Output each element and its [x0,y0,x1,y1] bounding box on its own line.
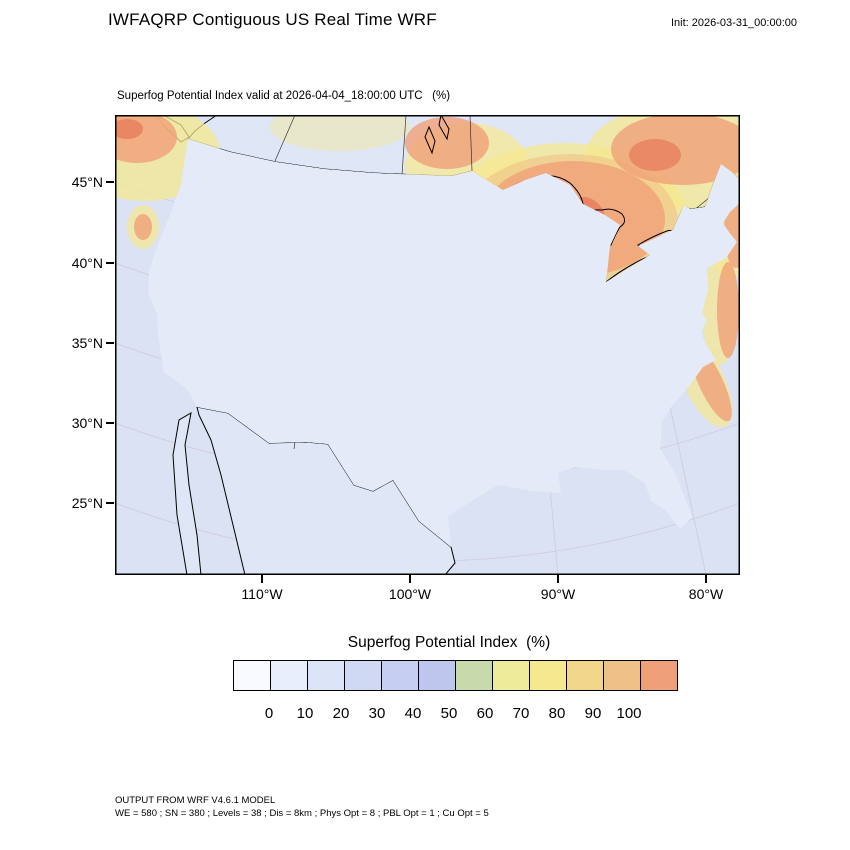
lat-label-30n: 30°N [71,415,103,431]
conus-map [70,103,769,576]
colorbar-swatch [271,661,308,690]
colorbar-tick-80: 80 [548,705,566,722]
colorbar-tick-10: 10 [296,705,314,722]
colorbar-tick-0: 0 [264,705,274,722]
lat-tick-40n [106,262,114,264]
colorbar-tick-60: 60 [476,705,494,722]
colorbar-swatch [493,661,530,690]
colorbar-swatch [641,661,677,690]
model-version-text: OUTPUT FROM WRF V4.6.1 MODEL [115,795,276,806]
lon-label-100w: 100°W [388,586,432,602]
colorbar-swatch [345,661,382,690]
colorbar-tick-20: 20 [332,705,350,722]
init-timestamp: Init: 2026-03-31_00:00:00 [671,17,797,29]
colorbar-tick-70: 70 [512,705,530,722]
lon-label-90w: 90°W [540,586,576,602]
valid-time-subtitle: Superfog Potential Index valid at 2026-0… [117,90,451,102]
lat-label-45n: 45°N [71,174,103,190]
colorbar-swatch [567,661,604,690]
province-boundaries [274,114,730,231]
lon-label-80w: 80°W [688,586,724,602]
colorbar-swatch [234,661,271,690]
colorbar-swatch [419,661,456,690]
spi-orange-atl-mid [717,262,739,358]
spi-core-ontario [629,139,681,171]
page-title: IWFAQRP Contiguous US Real Time WRF [108,10,437,29]
colorbar-swatch [530,661,567,690]
spi-orange-orcoast [134,214,152,240]
colorbar-swatch [456,661,493,690]
colorbar-title: Superfog Potential Index (%) [347,634,551,651]
lat-label-40n: 40°N [71,255,103,271]
lat-tick-45n [106,181,114,183]
spi-core-bc-coast [111,119,143,139]
colorbar-swatch [382,661,419,690]
model-config-text: WE = 580 ; SN = 380 ; Levels = 38 ; Dis … [115,808,489,819]
lon-tick-110w [261,575,263,583]
lat-tick-25n [106,502,114,504]
lat-label-35n: 35°N [71,335,103,351]
lon-label-110w: 110°W [241,586,283,602]
colorbar-tick-30: 30 [368,705,386,722]
colorbar-tick-50: 50 [440,705,458,722]
map-frame [115,115,740,575]
spi-orange-manitoba [405,117,489,169]
lat-label-25n: 25°N [71,495,103,511]
lon-tick-90w [557,575,559,583]
colorbar-tick-100: 100 [616,705,642,722]
lat-tick-30n [106,422,114,424]
colorbar [233,660,678,691]
colorbar-tick-40: 40 [404,705,422,722]
map-panel [70,103,769,576]
colorbar-swatch [604,661,641,690]
colorbar-swatch [308,661,345,690]
lat-tick-35n [106,342,114,344]
colorbar-tick-90: 90 [584,705,602,722]
lon-tick-100w [409,575,411,583]
lon-tick-80w [705,575,707,583]
